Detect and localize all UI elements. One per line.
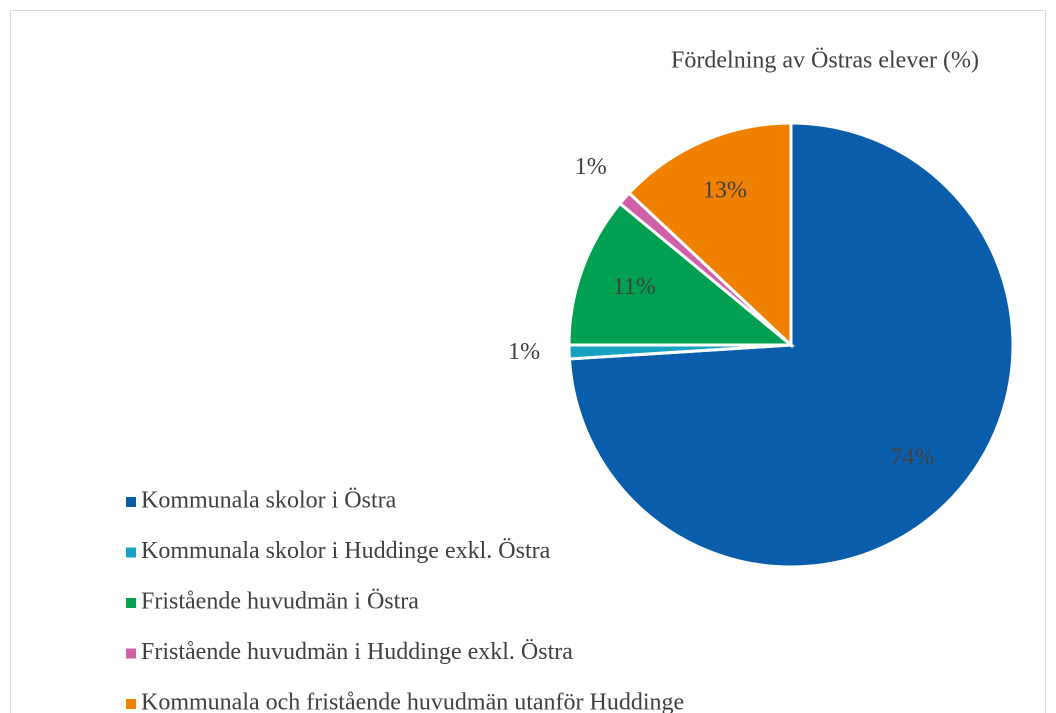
data-label: 74% (890, 444, 934, 470)
legend-swatch (126, 547, 136, 558)
data-label: 1% (508, 339, 540, 365)
legend-label: Kommunala och fristående huvudmän utanfö… (141, 690, 684, 713)
legend-swatch (126, 699, 136, 709)
legend-label: Kommunala skolor i Huddinge exkl. Östra (141, 538, 551, 564)
pie-slice (567, 201, 796, 347)
data-label: 13% (703, 178, 747, 204)
legend-label: Fristående huvudmän i Östra (141, 589, 419, 615)
data-label: 1% (575, 154, 607, 180)
chart-title: Fördelning av Östras elever (%) (671, 48, 979, 74)
legend-label: Fristående huvudmän i Huddinge exkl. Öst… (141, 639, 573, 665)
data-label: 11% (613, 274, 656, 300)
pie-slice (627, 121, 793, 349)
chart-border (10, 10, 1046, 713)
legend-swatch (126, 497, 136, 507)
legend-swatch (126, 598, 136, 608)
legend-label: Kommunala skolor i Östra (141, 488, 397, 514)
legend-swatch (126, 648, 136, 659)
